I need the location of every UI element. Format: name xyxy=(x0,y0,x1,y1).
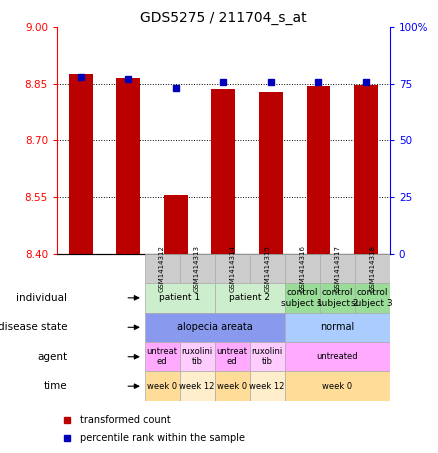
Text: control
subject 2: control subject 2 xyxy=(317,288,358,308)
Bar xyxy=(307,87,330,254)
Text: patient 2: patient 2 xyxy=(229,294,270,302)
Bar xyxy=(180,254,215,283)
Text: GSM1414315: GSM1414315 xyxy=(264,245,270,292)
Title: GDS5275 / 211704_s_at: GDS5275 / 211704_s_at xyxy=(140,11,307,25)
Bar xyxy=(250,371,285,401)
Bar xyxy=(285,313,390,342)
Bar xyxy=(180,342,215,371)
Bar xyxy=(285,283,320,313)
Text: GSM1414318: GSM1414318 xyxy=(369,245,375,292)
Bar xyxy=(180,371,215,401)
Text: ruxolini
tib: ruxolini tib xyxy=(251,347,283,366)
Text: week 0: week 0 xyxy=(147,382,177,390)
Text: normal: normal xyxy=(320,322,354,333)
Bar xyxy=(145,342,180,371)
Text: untreated: untreated xyxy=(316,352,358,361)
Text: individual: individual xyxy=(17,293,67,303)
Text: GSM1414316: GSM1414316 xyxy=(299,245,305,292)
Bar xyxy=(250,342,285,371)
Text: week 12: week 12 xyxy=(180,382,215,390)
Bar xyxy=(215,254,250,283)
Text: time: time xyxy=(44,381,67,391)
Bar xyxy=(212,89,235,254)
Text: week 0: week 0 xyxy=(322,382,352,390)
Bar xyxy=(215,283,285,313)
Text: transformed count: transformed count xyxy=(80,415,171,425)
Bar xyxy=(250,254,285,283)
Bar xyxy=(354,85,378,254)
Bar xyxy=(320,283,355,313)
Text: percentile rank within the sample: percentile rank within the sample xyxy=(80,433,245,443)
Bar xyxy=(145,371,180,401)
Text: week 12: week 12 xyxy=(250,382,285,390)
Bar xyxy=(164,195,188,254)
Text: GSM1414313: GSM1414313 xyxy=(194,245,200,292)
Bar xyxy=(215,342,250,371)
Text: untreat
ed: untreat ed xyxy=(217,347,247,366)
Bar xyxy=(320,254,355,283)
Bar xyxy=(355,254,390,283)
Text: week 0: week 0 xyxy=(217,382,247,390)
Bar xyxy=(259,92,283,254)
Bar xyxy=(145,254,180,283)
Text: patient 1: patient 1 xyxy=(159,294,200,302)
Bar xyxy=(215,371,250,401)
Text: untreat
ed: untreat ed xyxy=(147,347,177,366)
Text: GSM1414314: GSM1414314 xyxy=(229,245,235,292)
Text: GSM1414312: GSM1414312 xyxy=(159,245,165,292)
Text: agent: agent xyxy=(37,352,67,362)
Text: control
subject 1: control subject 1 xyxy=(281,288,323,308)
Bar xyxy=(355,283,390,313)
Bar xyxy=(69,74,92,254)
Bar xyxy=(285,371,390,401)
Text: control
subject 3: control subject 3 xyxy=(351,288,393,308)
Bar xyxy=(145,313,285,342)
Text: GSM1414317: GSM1414317 xyxy=(334,245,340,292)
Bar xyxy=(285,254,320,283)
Text: alopecia areata: alopecia areata xyxy=(177,322,252,333)
Bar xyxy=(117,78,140,254)
Bar xyxy=(145,283,215,313)
Bar xyxy=(285,342,390,371)
Text: disease state: disease state xyxy=(0,322,67,333)
Text: ruxolini
tib: ruxolini tib xyxy=(181,347,213,366)
